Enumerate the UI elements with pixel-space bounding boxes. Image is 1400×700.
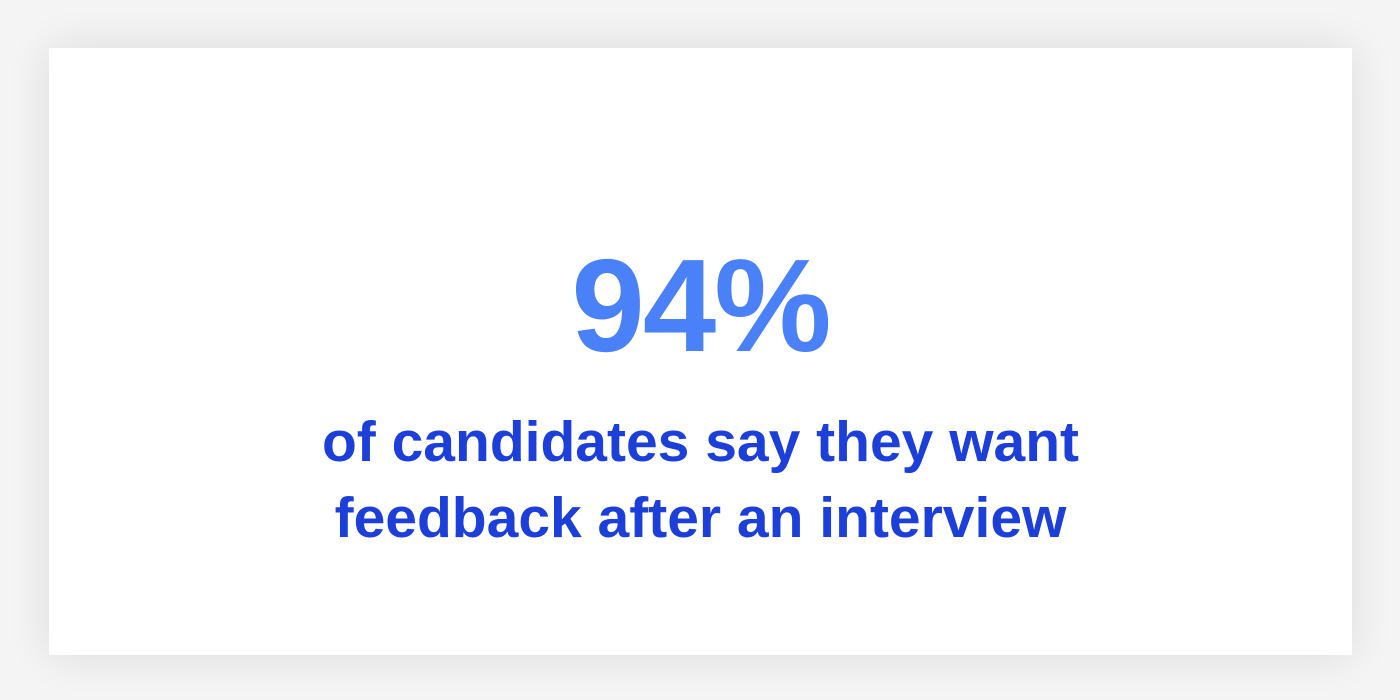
caption-line-1: of candidates say they want <box>321 410 1080 474</box>
stat-value: 94% <box>571 232 831 379</box>
caption-line-2: feedback after an interview <box>334 486 1067 550</box>
stat-caption: of candidates say they want feedback aft… <box>49 404 1352 556</box>
stat-card: 94% of candidates say they want feedback… <box>49 48 1352 655</box>
